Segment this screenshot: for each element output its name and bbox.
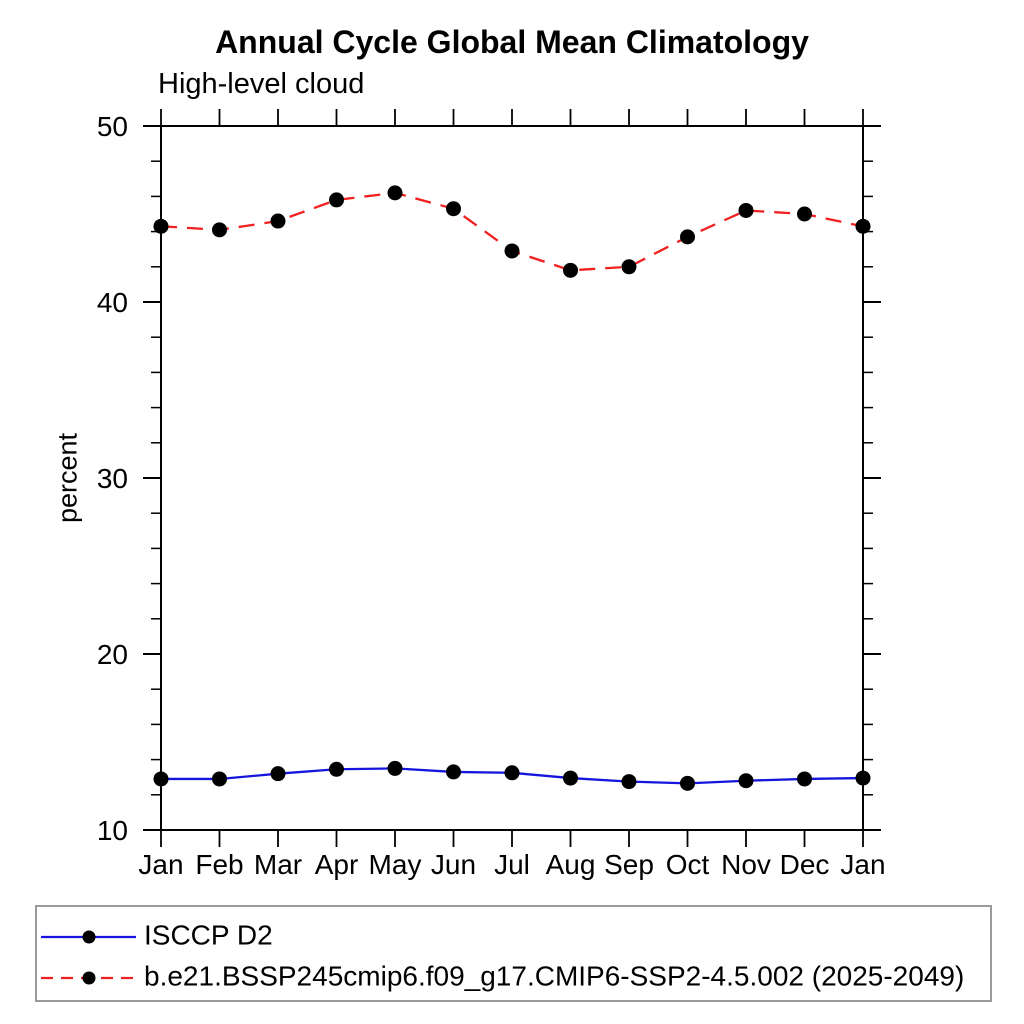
x-tick-label: Jan [138, 849, 183, 880]
x-tick-label: May [369, 849, 422, 880]
chart-title: Annual Cycle Global Mean Climatology [215, 24, 809, 60]
y-tick-label: 40 [97, 287, 128, 318]
y-tick-label: 30 [97, 463, 128, 494]
x-tick-label: Mar [254, 849, 302, 880]
plot-frame [160, 125, 864, 831]
data-point-0 [446, 764, 461, 780]
data-point-1 [621, 259, 637, 275]
data-point-0 [855, 770, 871, 786]
x-tick-label: Sep [604, 849, 654, 880]
data-point-1 [387, 185, 403, 201]
series-line-1 [160, 191, 864, 272]
data-point-0 [680, 775, 695, 791]
data-point-1 [329, 192, 344, 208]
x-tick-label: Jun [431, 849, 476, 880]
data-point-0 [504, 765, 520, 781]
data-point-1 [212, 222, 227, 238]
legend-label: b.e21.BSSP245cmip6.f09_g17.CMIP6-SSP2-4.… [144, 960, 965, 992]
legend-dashed-line-marker-icon [41, 971, 136, 985]
data-point-0 [621, 774, 637, 790]
data-point-1 [446, 201, 461, 217]
x-tick-label: Dec [780, 849, 830, 880]
data-point-1 [738, 202, 754, 218]
x-tick-label: Feb [195, 849, 243, 880]
data-point-0 [270, 766, 286, 782]
data-point-1 [855, 218, 871, 234]
data-point-1 [270, 213, 286, 229]
x-tick-label: Jul [494, 849, 530, 880]
data-point-1 [680, 229, 695, 245]
data-point-0 [797, 771, 812, 787]
legend-label: ISCCP D2 [144, 919, 273, 951]
x-tick-label: Jan [840, 849, 885, 880]
data-point-1 [504, 243, 520, 259]
data-point-1 [563, 262, 578, 278]
legend-solid-line-marker-icon [41, 930, 136, 944]
x-tick-label: Apr [315, 849, 359, 880]
x-tick-label: Aug [546, 849, 596, 880]
x-tick-label: Nov [721, 849, 771, 880]
data-point-0 [563, 770, 578, 786]
data-point-0 [738, 773, 754, 789]
data-point-0 [387, 760, 403, 776]
y-tick-label: 10 [97, 815, 128, 846]
x-tick-label: Oct [666, 849, 710, 880]
legend-box: ISCCP D2 b.e21.BSSP245cmip6.f09_g17.CMIP… [35, 905, 992, 1002]
chart-subtitle: High-level cloud [158, 68, 365, 100]
data-point-0 [212, 771, 227, 787]
y-tick-label: 50 [97, 111, 128, 142]
data-point-0 [153, 771, 169, 787]
data-point-1 [797, 206, 812, 222]
y-tick-label: 20 [97, 639, 128, 670]
data-point-1 [153, 218, 169, 234]
data-point-0 [329, 761, 344, 777]
